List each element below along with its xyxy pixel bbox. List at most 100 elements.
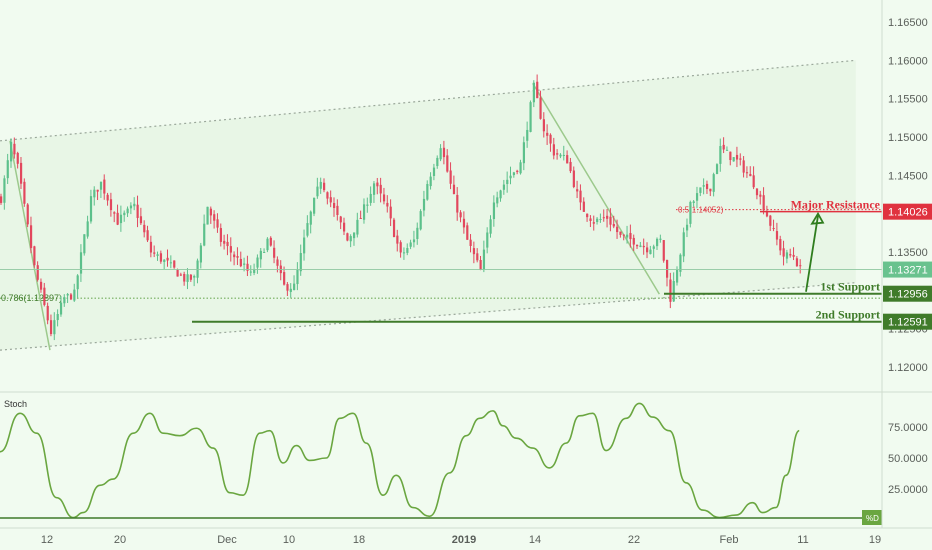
candle-body bbox=[599, 218, 602, 220]
candle-body bbox=[652, 246, 655, 249]
candle-body bbox=[209, 208, 212, 216]
candle-body bbox=[602, 217, 605, 219]
candle-body bbox=[629, 232, 632, 240]
candle-body bbox=[3, 178, 6, 203]
candle-body bbox=[29, 225, 33, 249]
candle-body bbox=[159, 253, 163, 262]
candle-body bbox=[749, 174, 752, 177]
candle-body bbox=[759, 194, 762, 197]
candle-body bbox=[529, 102, 532, 132]
candle-body bbox=[223, 240, 226, 244]
fib-level-500-label: 0.5(1.14052) bbox=[678, 206, 724, 215]
candle-body bbox=[559, 154, 562, 157]
time-axis[interactable]: 12 20 Dec 10 18 2019 14 22 Feb 11 19 bbox=[41, 534, 881, 546]
level-2-badge bbox=[883, 313, 932, 330]
candle-body bbox=[316, 186, 319, 197]
candle-body bbox=[489, 219, 492, 234]
candle-body bbox=[745, 172, 749, 174]
candle-body bbox=[496, 197, 499, 204]
candle-body bbox=[226, 241, 229, 247]
candle-body bbox=[126, 208, 129, 214]
candle-body bbox=[566, 155, 569, 164]
candle-body bbox=[303, 237, 306, 254]
candle-body bbox=[785, 252, 789, 259]
candle-body bbox=[166, 257, 169, 261]
stoch-tick-label: 50.0000 bbox=[888, 453, 928, 465]
candle-body bbox=[153, 252, 156, 254]
candle-body bbox=[572, 170, 575, 187]
candle-body bbox=[482, 249, 486, 270]
stochastic-axis[interactable]: 75.0000 50.0000 25.0000 %D bbox=[862, 422, 928, 525]
candle-body bbox=[592, 222, 595, 224]
candle-body bbox=[409, 242, 412, 247]
candle-body bbox=[352, 232, 356, 239]
candle-body bbox=[765, 211, 769, 217]
level-name: 1st Support bbox=[820, 280, 880, 294]
stoch-d-badge-label: %D bbox=[866, 514, 879, 523]
candle-body bbox=[299, 253, 302, 272]
candle-body bbox=[359, 217, 362, 219]
candle-body bbox=[486, 232, 489, 248]
candle-body bbox=[556, 153, 559, 155]
candle-body bbox=[253, 269, 256, 273]
candle-body bbox=[206, 206, 209, 225]
candle-body bbox=[742, 160, 745, 173]
candle-body bbox=[269, 237, 272, 246]
last-price-badge-label: 1.13271 bbox=[888, 265, 928, 277]
candle-body bbox=[213, 214, 216, 221]
candle-body bbox=[672, 281, 675, 302]
last-price-badge bbox=[883, 261, 932, 278]
candle-body bbox=[249, 271, 252, 273]
candle-body bbox=[542, 119, 545, 132]
candle-body bbox=[169, 262, 173, 264]
candle-body bbox=[666, 259, 669, 278]
candle-body bbox=[416, 227, 419, 239]
candle-body bbox=[432, 167, 436, 176]
candle-body bbox=[356, 219, 359, 235]
candle-body bbox=[173, 260, 176, 268]
candle-body bbox=[233, 254, 236, 258]
candle-body bbox=[219, 228, 222, 242]
candle-body bbox=[656, 238, 659, 247]
price-tick-label: 1.13500 bbox=[888, 247, 928, 259]
time-tick-label: Feb bbox=[720, 534, 739, 546]
candle-body bbox=[709, 188, 712, 192]
candle-body bbox=[346, 233, 349, 241]
candle-body bbox=[53, 320, 56, 335]
candle-body bbox=[133, 203, 136, 207]
candle-body bbox=[176, 269, 179, 277]
arrow-head bbox=[810, 211, 825, 225]
stochastic-panel: Stoch bbox=[0, 399, 882, 519]
candle-body bbox=[516, 170, 519, 173]
candle-body bbox=[156, 254, 159, 256]
support-resistance-levels: Major Resistance 1st Support 2nd Support bbox=[192, 198, 882, 323]
candle-body bbox=[732, 157, 735, 162]
candle-body bbox=[789, 254, 792, 256]
level-name: Major Resistance bbox=[791, 198, 881, 212]
candle-body bbox=[362, 204, 366, 220]
candle-body bbox=[319, 181, 322, 189]
price-axis[interactable]: 1.16500 1.16000 1.15500 1.15000 1.14500 1.140… bbox=[883, 17, 932, 374]
time-tick-label: 12 bbox=[41, 534, 53, 546]
candle-body bbox=[662, 240, 665, 261]
candle-body bbox=[123, 212, 126, 216]
candle-body bbox=[782, 248, 785, 257]
candle-body bbox=[366, 204, 369, 206]
candle-body bbox=[762, 195, 765, 211]
candle-body bbox=[549, 134, 552, 144]
candle-body bbox=[66, 294, 69, 296]
candle-body bbox=[506, 179, 509, 185]
candle-body bbox=[639, 245, 642, 248]
candle-body bbox=[63, 297, 66, 304]
candle-body bbox=[646, 247, 649, 253]
candle-body bbox=[119, 214, 123, 224]
stochastic-line bbox=[0, 402, 800, 519]
candle-body bbox=[752, 175, 755, 188]
candle-body bbox=[412, 239, 416, 243]
candle-body bbox=[402, 252, 406, 254]
channel-upper-line bbox=[0, 59, 856, 142]
candle-body bbox=[243, 263, 246, 265]
candle-body bbox=[276, 259, 279, 266]
time-tick-label: 10 bbox=[283, 534, 295, 546]
